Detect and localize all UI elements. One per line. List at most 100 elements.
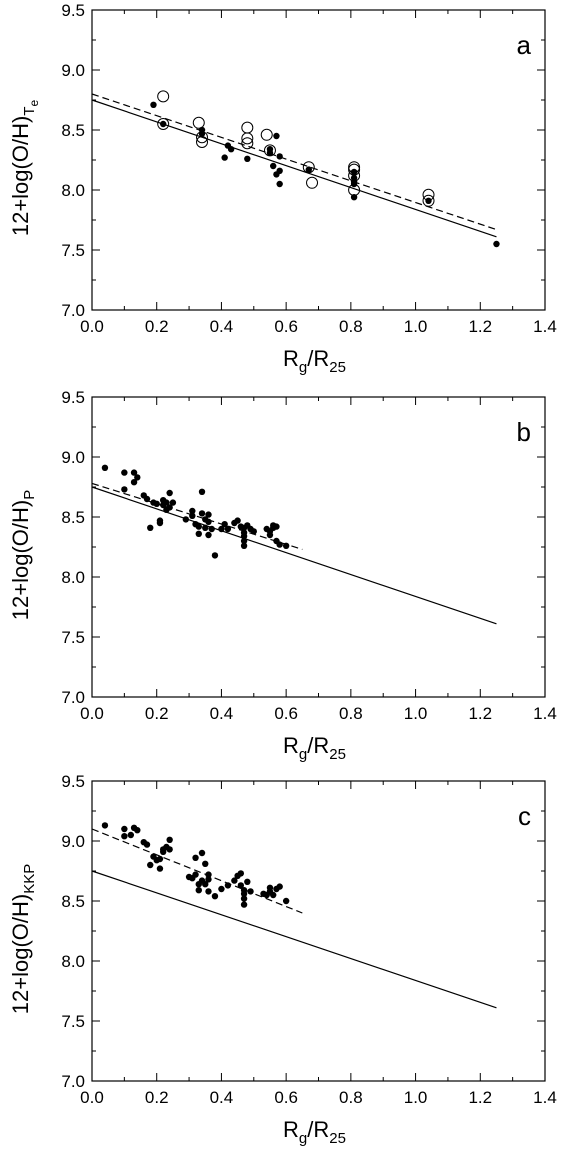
filled-data-point (192, 854, 199, 861)
filled-data-point (195, 887, 202, 894)
y-axis-label: 12+log(O/H)Te (8, 100, 41, 237)
x-tick-label: 0.0 (80, 317, 104, 336)
filled-data-point (237, 870, 245, 877)
filled-data-point (266, 531, 274, 539)
filled-data-point (101, 822, 109, 829)
plot-frame (91, 9, 546, 311)
y-axis-label: 12+log(O/H)KKP (8, 864, 38, 1014)
x-axis-label: Rg/R25 (283, 346, 346, 376)
filled-data-point (202, 881, 209, 888)
filled-data-point (276, 167, 283, 174)
y-tick-label: 7.5 (61, 1012, 85, 1031)
open-data-point (422, 194, 435, 207)
x-tick-label: 0.4 (210, 1088, 234, 1107)
x-tick-label: 0.4 (210, 704, 234, 723)
filled-data-point (130, 479, 138, 486)
open-data-point (192, 116, 205, 129)
panel-b: 0.0 0.2 0.4 0.6 0.8 1.0 1.2 1.4 7.0 7.5 8.0 8.5 9.0 9… (8, 388, 557, 763)
x-tick-label: 0.6 (274, 704, 298, 723)
filled-data-point (202, 860, 209, 867)
filled-data-point (156, 855, 164, 863)
filled-data-point (250, 528, 257, 535)
solid-fit-line (91, 870, 497, 1009)
filled-data-point (224, 525, 232, 533)
x-tick-label: 0.2 (145, 1088, 169, 1107)
filled-data-point (166, 846, 173, 853)
filled-data-point (147, 524, 154, 531)
filled-data-point (134, 474, 141, 481)
y-tick-label: 7.0 (61, 301, 85, 320)
filled-data-point (202, 524, 209, 531)
x-tick-label: 1.0 (404, 704, 428, 723)
x-tick-label: 1.2 (468, 1088, 492, 1107)
filled-data-point (208, 525, 215, 533)
filled-data-point (266, 149, 274, 156)
filled-data-point (270, 162, 277, 170)
filled-data-point (247, 888, 254, 895)
filled-data-point (147, 861, 154, 869)
filled-data-point (205, 531, 212, 539)
panel-letter: a (517, 30, 532, 60)
filled-data-point (493, 240, 500, 248)
y-tick-label: 8.0 (61, 568, 85, 587)
x-tick-label: 0.2 (145, 704, 169, 723)
filled-data-point (101, 464, 109, 471)
open-data-point (306, 176, 319, 189)
filled-data-point (198, 510, 206, 517)
open-data-point (302, 161, 315, 174)
y-tick-label: 9.0 (61, 832, 85, 851)
solid-fit-line (91, 99, 497, 238)
filled-data-point (211, 893, 219, 900)
y-tick-label: 9.5 (61, 1, 85, 20)
panel-a: 0.0 0.2 0.4 0.6 0.8 1.0 1.2 1.4 7.0 7.5 8.0 8.5 9.0 9… (8, 1, 557, 376)
filled-data-point (127, 831, 135, 839)
filled-data-point (244, 155, 251, 162)
filled-data-point (198, 488, 206, 495)
panel-letter: b (517, 417, 531, 447)
y-tick-label: 7.5 (61, 241, 85, 260)
x-tick-label: 0.0 (80, 1088, 104, 1107)
filled-data-point (244, 878, 251, 885)
plot-frame (91, 780, 546, 1082)
y-tick-label: 8.0 (61, 952, 85, 971)
filled-data-point (218, 885, 225, 893)
filled-data-point (192, 871, 199, 878)
open-data-point (348, 163, 361, 176)
y-tick-label: 9.5 (61, 388, 85, 407)
open-data-point (348, 184, 361, 196)
filled-data-point (221, 154, 228, 161)
plot-frame (91, 396, 546, 698)
filled-data-point (240, 890, 248, 897)
filled-data-point (270, 891, 277, 899)
x-tick-label: 0.8 (339, 317, 363, 336)
x-tick-label: 1.0 (404, 1088, 428, 1107)
filled-data-point (189, 512, 196, 519)
filled-data-point (166, 504, 173, 511)
y-tick-label: 9.0 (61, 61, 85, 80)
filled-data-point (240, 901, 248, 908)
filled-data-point (276, 153, 283, 160)
open-data-point (196, 131, 209, 144)
filled-data-point (163, 499, 170, 506)
filled-data-point (276, 180, 283, 188)
filled-data-point (282, 897, 290, 905)
open-data-point (241, 137, 254, 150)
open-data-point (263, 144, 276, 157)
x-tick-label: 1.2 (468, 317, 492, 336)
y-tick-label: 8.5 (61, 121, 85, 140)
x-axis-label: Rg/R25 (283, 733, 346, 763)
y-tick-label: 9.0 (61, 448, 85, 467)
filled-data-point (276, 541, 283, 548)
filled-data-point (182, 516, 190, 523)
filled-data-point (205, 871, 212, 878)
filled-data-point (153, 500, 160, 507)
filled-data-point (240, 542, 248, 549)
x-tick-label: 1.4 (533, 1088, 557, 1107)
filled-data-point (240, 895, 248, 902)
open-data-point (348, 161, 361, 174)
dashed-fit-line (91, 482, 303, 550)
x-axis-label: Rg/R25 (283, 1117, 346, 1147)
open-data-point (422, 188, 435, 201)
filled-data-point (166, 489, 173, 497)
filled-data-point (240, 537, 248, 545)
